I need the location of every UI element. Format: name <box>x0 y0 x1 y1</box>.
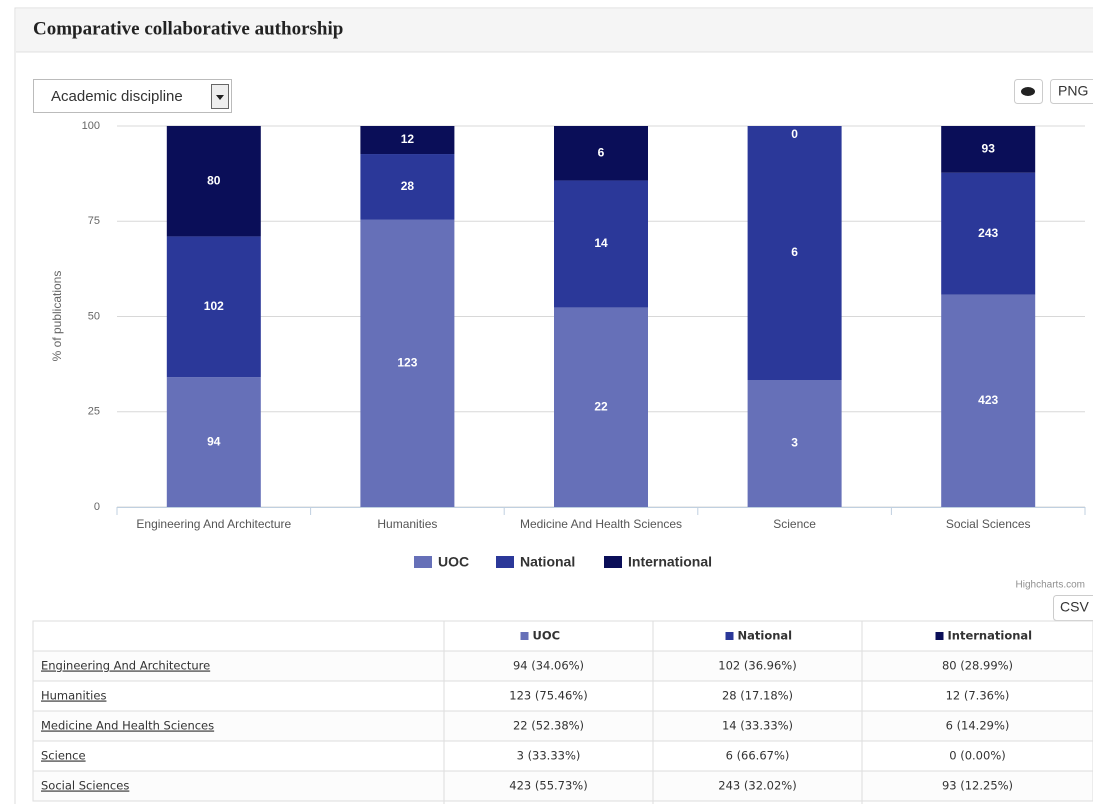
y-axis-title: % of publications <box>50 271 64 362</box>
table-header: International <box>948 629 1033 643</box>
table-cell: 94 (34.06%) <box>513 659 584 673</box>
table-cell: 12 (7.36%) <box>946 689 1010 703</box>
data-label: 6 <box>791 245 798 259</box>
table-header-swatch <box>521 632 529 640</box>
table-row-link[interactable]: Humanities <box>41 689 106 703</box>
x-tick-label: Engineering And Architecture <box>136 517 291 531</box>
table-cell: 123 (75.46%) <box>509 689 587 703</box>
y-tick-label: 25 <box>88 406 100 418</box>
table-header-swatch <box>726 632 734 640</box>
eye-icon <box>1021 87 1035 96</box>
table-header-bg <box>33 621 1093 651</box>
legend-label[interactable]: International <box>628 554 712 570</box>
y-tick-label: 75 <box>88 215 100 227</box>
data-label: 243 <box>978 226 998 240</box>
data-label: 3 <box>791 436 798 450</box>
data-label: 423 <box>978 393 998 407</box>
table-row-link[interactable]: Medicine And Health Sciences <box>41 719 214 733</box>
legend-swatch[interactable] <box>604 556 622 568</box>
table-cell: 93 (12.25%) <box>942 779 1013 793</box>
table-cell: 3 (33.33%) <box>517 749 581 763</box>
data-label: 80 <box>207 173 221 187</box>
panel-title: Comparative collaborative authorship <box>33 18 343 39</box>
table-row-link[interactable]: Engineering And Architecture <box>41 659 210 673</box>
x-tick-label: Humanities <box>377 517 437 531</box>
table-cell: 243 (32.02%) <box>718 779 796 793</box>
table-cell: 6 (66.67%) <box>726 749 790 763</box>
data-label: 12 <box>401 132 415 146</box>
legend-label[interactable]: UOC <box>438 554 469 570</box>
y-tick-label: 0 <box>94 501 100 513</box>
table-cell: 6 (14.29%) <box>946 719 1010 733</box>
table-row-link[interactable]: Social Sciences <box>41 779 129 793</box>
dropdown[interactable]: Academic discipline <box>34 80 232 113</box>
data-label: 0 <box>791 127 798 141</box>
data-label: 14 <box>594 236 608 250</box>
table-row-link[interactable]: Science <box>41 749 86 763</box>
table-cell: 423 (55.73%) <box>509 779 587 793</box>
table-cell: 102 (36.96%) <box>718 659 796 673</box>
data-label: 94 <box>207 434 221 448</box>
table-cell: 28 (17.18%) <box>722 689 793 703</box>
data-label: 6 <box>598 145 605 159</box>
table-cell: 22 (52.38%) <box>513 719 584 733</box>
legend-label[interactable]: National <box>520 554 575 570</box>
dropdown-text[interactable]: Academic discipline <box>51 88 183 105</box>
y-tick-label: 50 <box>88 310 100 322</box>
x-tick-label: Medicine And Health Sciences <box>520 517 682 531</box>
credits[interactable]: Highcharts.com <box>1016 580 1085 591</box>
legend-swatch[interactable] <box>414 556 432 568</box>
table-header-swatch <box>936 632 944 640</box>
data-label: 22 <box>594 399 608 413</box>
table-header: National <box>738 629 793 643</box>
data-label: 123 <box>397 355 417 369</box>
csv-label[interactable]: CSV <box>1060 599 1089 615</box>
data-label: 28 <box>401 179 415 193</box>
table-cell: 14 (33.33%) <box>722 719 793 733</box>
table-header: UOC <box>533 629 561 643</box>
legend-swatch[interactable] <box>496 556 514 568</box>
table-cell: 80 (28.99%) <box>942 659 1013 673</box>
data-label: 93 <box>982 142 996 156</box>
x-tick-label: Science <box>773 517 816 531</box>
y-tick-label: 100 <box>82 120 100 132</box>
data-label: 102 <box>204 299 224 313</box>
table-cell: 0 (0.00%) <box>949 749 1005 763</box>
x-tick-label: Social Sciences <box>946 517 1031 531</box>
png-label[interactable]: PNG <box>1058 83 1088 99</box>
